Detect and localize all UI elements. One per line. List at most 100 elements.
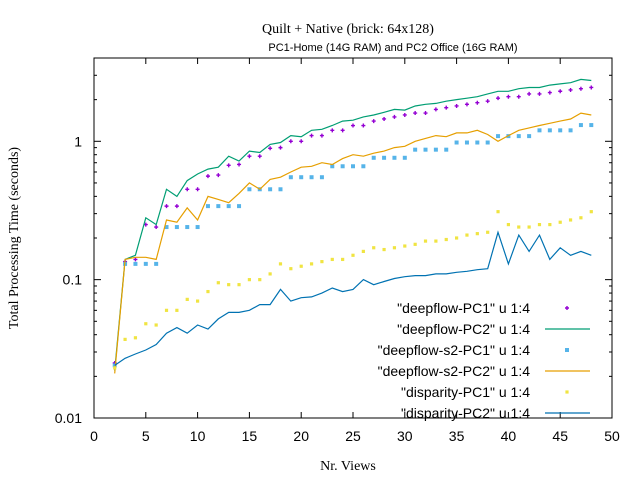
data-point (433, 147, 438, 152)
data-point (299, 139, 304, 144)
legend-item: "disparity-PC2" u 1:4 (401, 405, 590, 421)
data-point (320, 260, 324, 264)
data-point (299, 264, 303, 268)
data-point (454, 140, 459, 145)
data-point (205, 174, 210, 179)
data-point (174, 225, 179, 230)
data-point (216, 281, 220, 285)
data-point (475, 100, 480, 105)
data-point (227, 283, 231, 287)
legend-label: "deepflow-s2-PC1" u 1:4 (378, 342, 531, 358)
data-point (371, 119, 376, 124)
data-point (589, 85, 594, 90)
data-point (413, 111, 418, 116)
data-point (371, 155, 376, 160)
data-point (465, 233, 469, 237)
x-tick-label: 45 (552, 428, 568, 444)
data-point (454, 103, 459, 108)
data-point (455, 236, 459, 240)
data-point (402, 112, 407, 117)
data-point (247, 187, 252, 192)
data-point (527, 134, 532, 139)
data-point (330, 257, 334, 262)
data-point (195, 225, 200, 230)
data-point (268, 272, 272, 276)
data-point (195, 187, 200, 192)
data-point (413, 242, 417, 246)
data-point (578, 86, 583, 91)
legend-item: "disparity-PC1" u 1:4 (401, 384, 569, 400)
data-point (216, 204, 221, 209)
data-point (558, 89, 563, 94)
data-point (340, 128, 345, 133)
data-point (154, 225, 159, 230)
data-point (247, 278, 251, 282)
chart-title: Quilt + Native (brick: 64x128) (262, 22, 434, 37)
data-point (154, 323, 158, 327)
data-point (568, 87, 573, 92)
legend-item: "deepflow-s2-PC1" u 1:4 (378, 342, 569, 358)
data-point (444, 105, 449, 110)
data-point (144, 322, 148, 326)
x-tick-label: 25 (345, 428, 361, 444)
data-point (537, 222, 542, 227)
data-point (434, 239, 438, 243)
y-tick-label: 0.1 (63, 272, 83, 288)
data-point (154, 261, 159, 266)
data-point (175, 308, 179, 312)
series-2 (114, 78, 592, 371)
data-point (309, 175, 314, 180)
data-point (382, 247, 386, 252)
data-point (278, 187, 283, 192)
data-point (475, 140, 480, 145)
data-point (392, 246, 397, 250)
data-point (485, 99, 490, 104)
data-point (143, 261, 148, 266)
x-tick-label: 35 (449, 428, 465, 444)
data-point (517, 225, 521, 229)
data-point (589, 210, 593, 214)
legend-swatch (565, 348, 569, 352)
data-point (164, 308, 169, 312)
data-point (237, 204, 242, 209)
x-tick-label: 15 (242, 428, 258, 444)
data-point (423, 147, 428, 152)
data-point (547, 90, 552, 95)
series-5 (113, 210, 593, 370)
legend-item: "deepflow-PC2" u 1:4 (397, 321, 590, 337)
data-point (185, 297, 189, 301)
data-point (174, 204, 179, 209)
data-point (351, 253, 355, 257)
legend-label: "deepflow-s2-PC2" u 1:4 (378, 363, 531, 379)
data-point (527, 91, 532, 96)
data-point (299, 175, 304, 180)
data-point (403, 244, 407, 248)
data-point (423, 111, 428, 116)
data-point (226, 163, 231, 168)
data-point (516, 134, 521, 139)
legend-swatch (565, 306, 569, 310)
x-tick-label: 10 (190, 428, 206, 444)
data-point (568, 218, 573, 222)
data-point (216, 173, 221, 178)
legend-label: "disparity-PC1" u 1:4 (401, 384, 530, 400)
data-point (558, 128, 563, 133)
data-point (341, 257, 345, 262)
data-point (288, 175, 293, 180)
legend-item: "deepflow-s2-PC2" u 1:4 (378, 363, 590, 379)
plot-area (112, 78, 594, 374)
data-point (361, 123, 366, 128)
series-1 (112, 85, 594, 365)
data-point (237, 283, 241, 287)
data-point (340, 164, 345, 169)
data-point (578, 123, 583, 128)
data-point (496, 134, 501, 139)
data-point (516, 94, 521, 99)
data-point (361, 164, 366, 169)
data-point (309, 262, 314, 266)
data-point (496, 210, 500, 214)
legend-swatch (565, 390, 569, 394)
data-point (268, 187, 273, 192)
x-tick-label: 50 (604, 428, 620, 444)
data-point (319, 175, 324, 180)
